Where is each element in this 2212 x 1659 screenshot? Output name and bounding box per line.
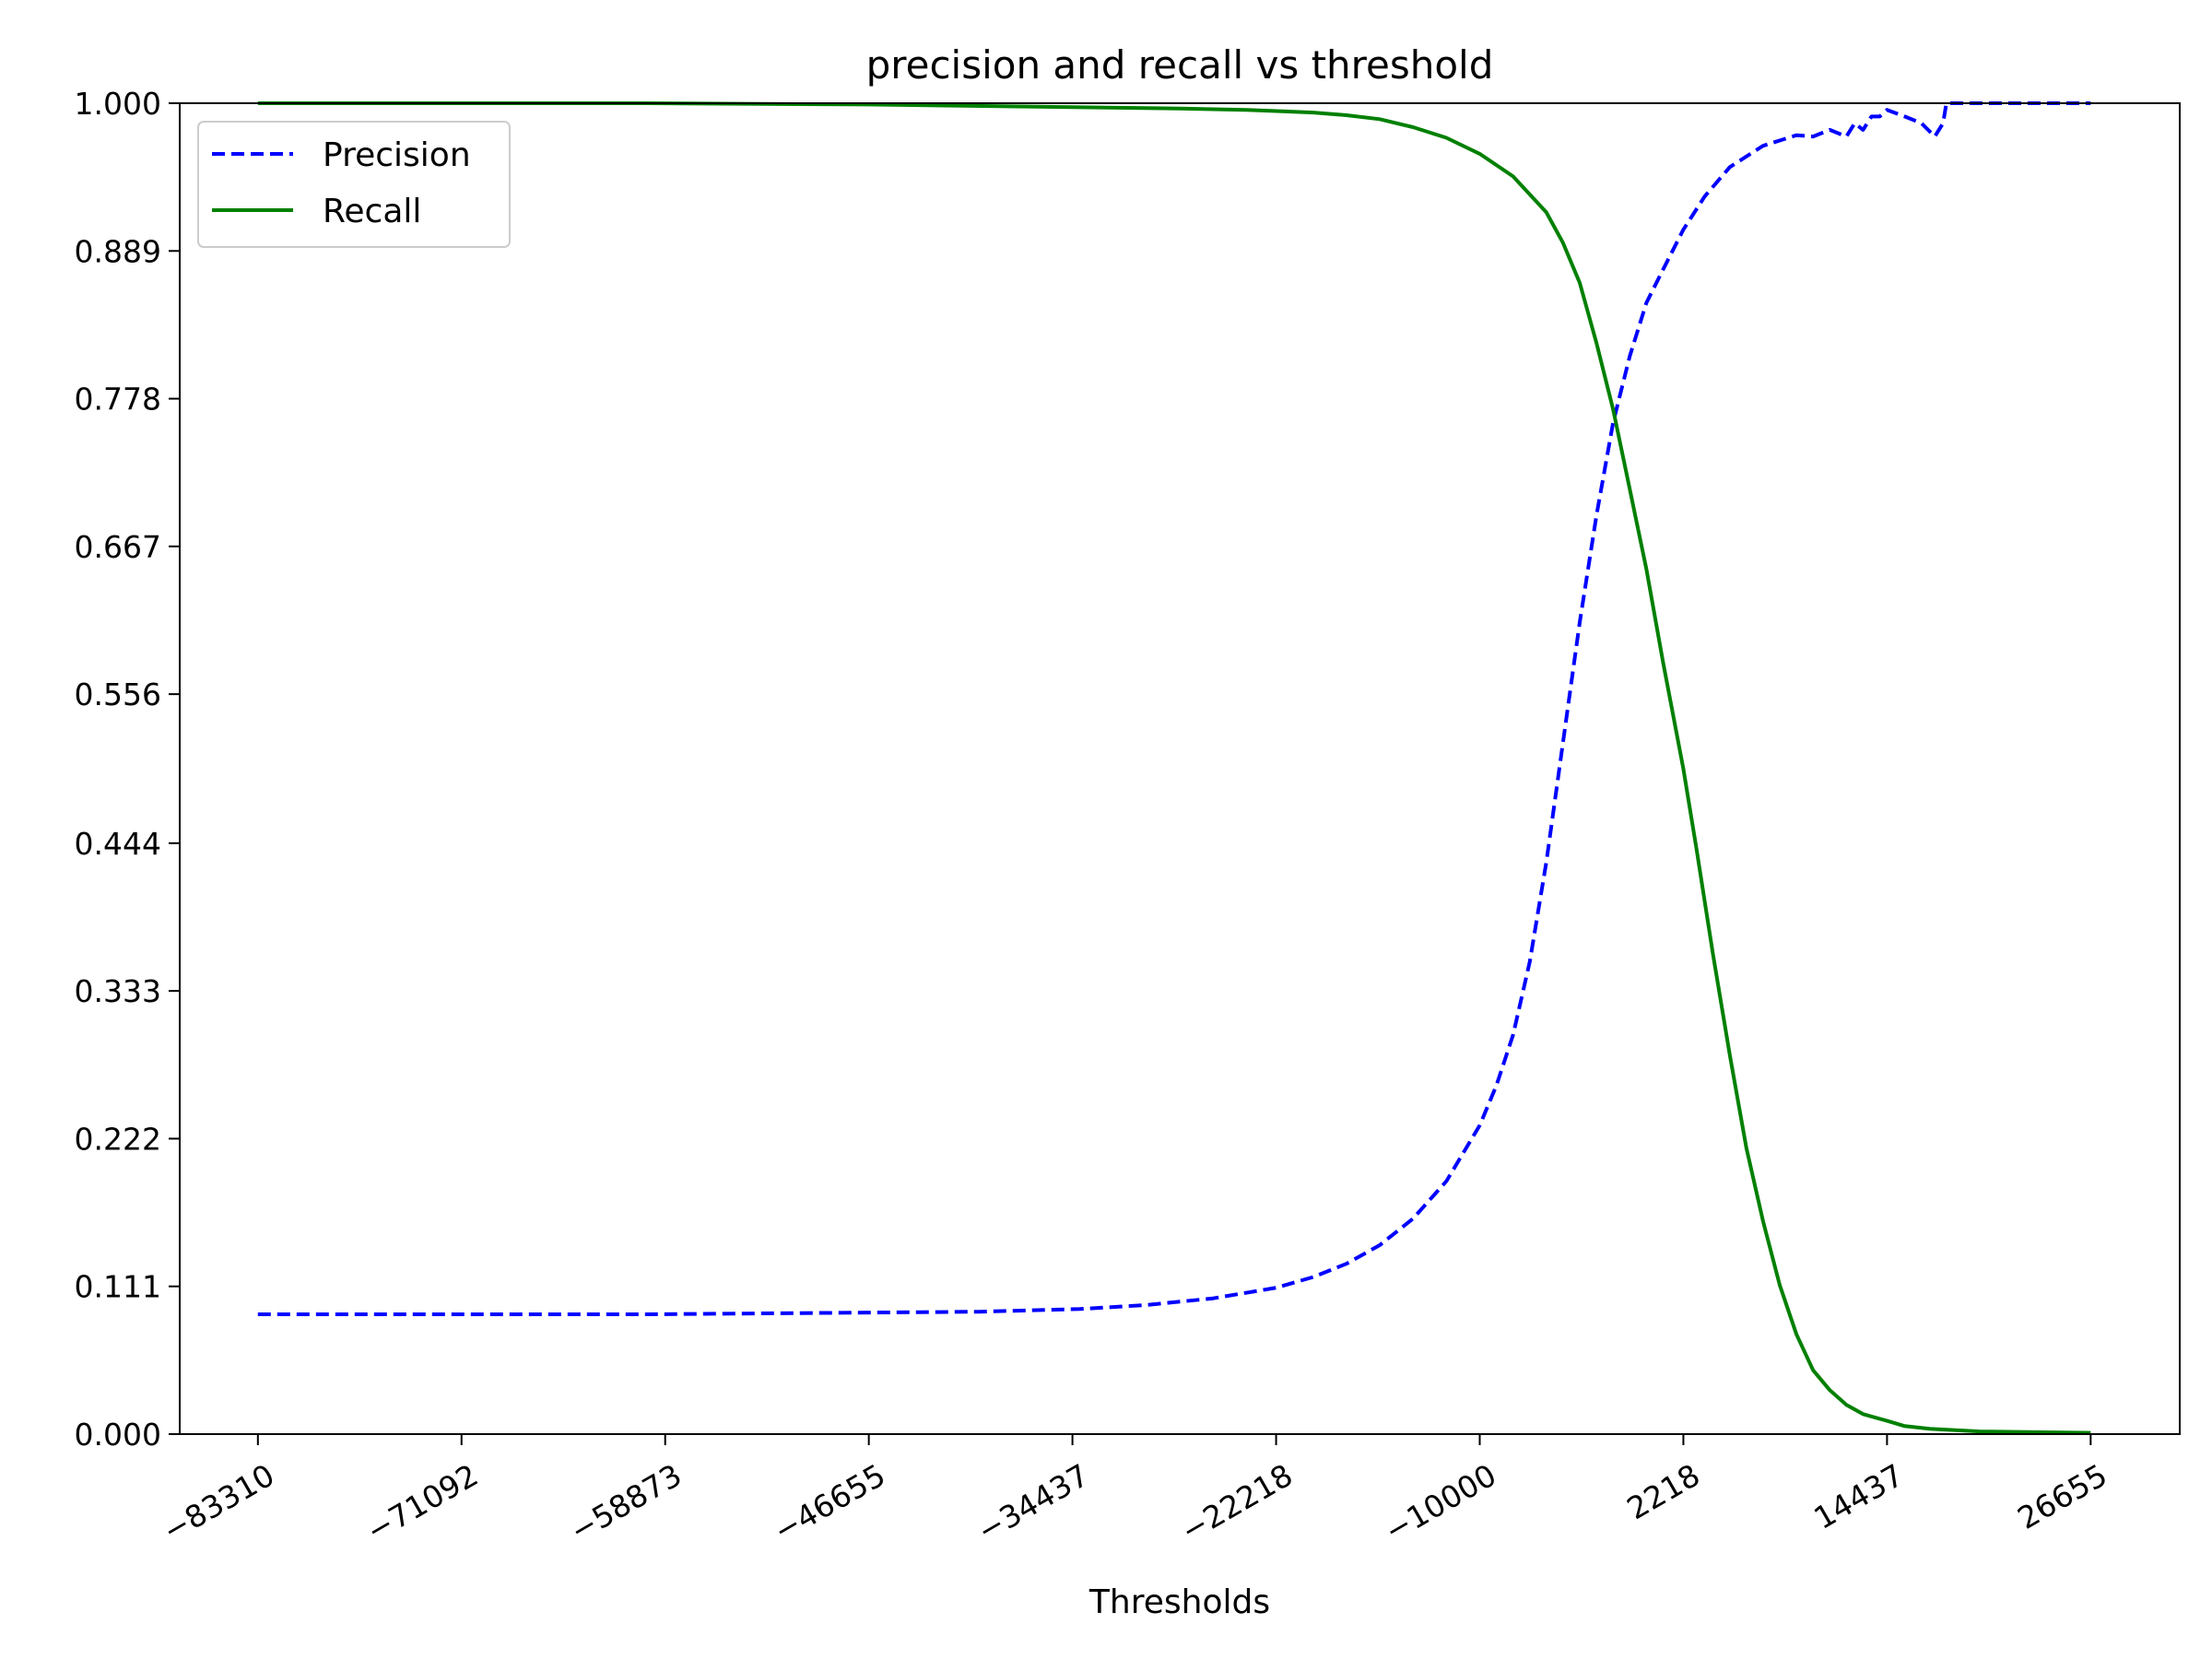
y-tick-label: 1.000 (75, 86, 161, 122)
y-tick-label: 0.333 (75, 973, 161, 1009)
legend-label-precision: Precision (323, 136, 471, 174)
plot-frame (179, 102, 2181, 1435)
y-tick-label: 0.222 (75, 1121, 161, 1157)
y-tick-label: 0.000 (75, 1417, 161, 1453)
series-line-recall (257, 101, 2091, 1435)
y-tick-label: 0.889 (75, 233, 161, 269)
y-tick-label: 0.444 (75, 826, 161, 862)
legend-label-recall: Recall (323, 193, 421, 230)
y-tick-label: 0.778 (75, 382, 161, 418)
series-line-precision (257, 101, 2091, 1316)
y-axis-ticks: 0.000 0.111 0.222 0.333 0.444 0.556 0.667 0.778… (75, 86, 180, 1453)
y-tick-label: 0.556 (75, 677, 161, 712)
plot-lines (257, 101, 2091, 1435)
x-axis-label: Thresholds (1088, 1583, 1270, 1621)
chart-title: precision and recall vs threshold (866, 42, 1494, 88)
legend: Precision Recall (197, 121, 511, 248)
y-tick-label: 0.667 (75, 529, 161, 565)
y-tick-label: 0.111 (75, 1269, 161, 1305)
